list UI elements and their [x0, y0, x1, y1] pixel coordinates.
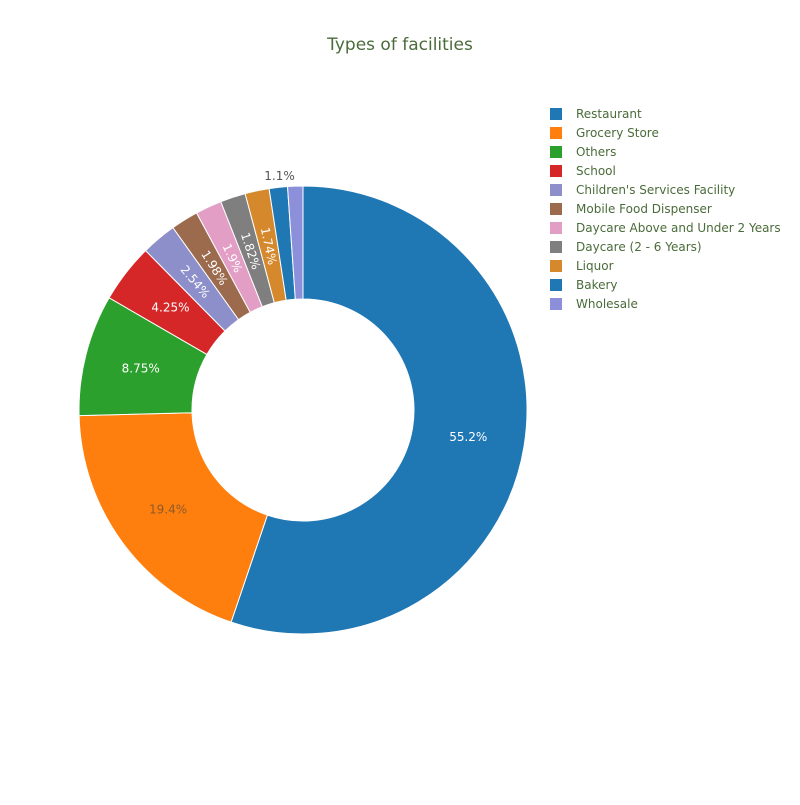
legend-swatch: [550, 279, 562, 291]
legend-swatch: [550, 184, 562, 196]
slice-label-restaurant: 55.2%: [449, 430, 487, 444]
donut-slices: [78, 185, 528, 635]
legend: Restaurant Grocery Store Others School Child…: [550, 107, 781, 311]
slice-label-school: 4.25%: [151, 301, 189, 315]
legend-item-mobile-food-dispenser[interactable]: Mobile Food Dispenser: [550, 202, 712, 216]
legend-label: Restaurant: [576, 107, 642, 121]
legend-label: Children's Services Facility: [576, 183, 735, 197]
legend-swatch: [550, 260, 562, 272]
legend-label: Mobile Food Dispenser: [576, 202, 712, 216]
chart-title: Types of facilities: [326, 35, 473, 55]
legend-label: Liquor: [576, 259, 614, 273]
legend-swatch: [550, 108, 562, 120]
legend-swatch: [550, 298, 562, 310]
legend-item-wholesale[interactable]: Wholesale: [550, 297, 638, 311]
slice-label-grocery-store: 19.4%: [149, 502, 187, 516]
legend-label: Wholesale: [576, 297, 638, 311]
legend-label: Grocery Store: [576, 126, 659, 140]
legend-swatch: [550, 146, 562, 158]
legend-item-liquor[interactable]: Liquor: [550, 259, 614, 273]
slice-wholesale[interactable]: [286, 185, 304, 300]
slice-grocery-store[interactable]: [78, 412, 269, 623]
slice-label-wholesale: 1.1%: [264, 169, 295, 183]
legend-item-daycare-2-6-years[interactable]: Daycare (2 - 6 Years): [550, 240, 702, 254]
legend-label: School: [576, 164, 616, 178]
legend-swatch: [550, 127, 562, 139]
legend-swatch: [550, 165, 562, 177]
legend-label: Bakery: [576, 278, 618, 292]
legend-swatch: [550, 222, 562, 234]
legend-item-grocery-store[interactable]: Grocery Store: [550, 126, 659, 140]
legend-swatch: [550, 241, 562, 253]
legend-swatch: [550, 203, 562, 215]
legend-label: Others: [576, 145, 616, 159]
legend-item-children-s-services-facility[interactable]: Children's Services Facility: [550, 183, 735, 197]
legend-item-school[interactable]: School: [550, 164, 616, 178]
legend-item-restaurant[interactable]: Restaurant: [550, 107, 642, 121]
legend-item-bakery[interactable]: Bakery: [550, 278, 618, 292]
legend-label: Daycare (2 - 6 Years): [576, 240, 702, 254]
slice-restaurant[interactable]: [230, 185, 528, 635]
legend-label: Daycare Above and Under 2 Years: [576, 221, 781, 235]
slice-label-others: 8.75%: [122, 362, 160, 376]
legend-item-others[interactable]: Others: [550, 145, 616, 159]
legend-item-daycare-above-and-under-2-years[interactable]: Daycare Above and Under 2 Years: [550, 221, 781, 235]
